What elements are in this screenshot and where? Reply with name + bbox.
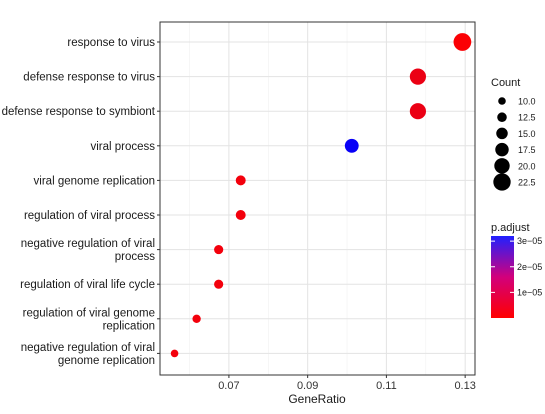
y-tick-label: regulation of viral genome replication <box>23 307 155 332</box>
size-legend-label: 12.5 <box>518 113 536 123</box>
size-legend-key <box>498 97 506 105</box>
y-tick-label: regulation of viral life cycle <box>20 279 155 291</box>
y-tick-label-line: negative regulation of viral <box>21 238 155 250</box>
data-point <box>214 245 224 255</box>
y-tick-label-line: viral process <box>90 141 155 153</box>
y-tick-label: defense response to virus <box>23 72 155 84</box>
y-tick-label: response to virus <box>67 37 155 49</box>
panel-background <box>160 22 475 375</box>
x-axis: 0.07 0.09 0.11 0.13 <box>218 375 476 392</box>
y-tick-label: negative regulation of viral genome repli… <box>21 342 155 367</box>
y-tick-label: viral genome replication <box>34 175 155 187</box>
y-tick-label-line: viral genome replication <box>34 175 155 187</box>
y-tick-label-line: regulation of viral process <box>24 210 155 222</box>
size-legend-label: 10.0 <box>518 97 536 107</box>
size-legend-key <box>494 158 510 174</box>
y-tick-label: regulation of viral process <box>24 210 155 222</box>
y-tick-label-line: genome replication <box>58 355 155 367</box>
panel-border <box>159 21 476 376</box>
size-legend-label: 17.5 <box>518 145 536 155</box>
data-point <box>409 68 426 85</box>
y-tick-label: defense response to symbiont <box>2 106 156 118</box>
data-point <box>235 175 246 186</box>
color-legend-label: 1e−05 <box>517 287 542 297</box>
size-legend-key <box>496 127 508 140</box>
y-tick-label-line: regulation of viral life cycle <box>20 279 155 291</box>
data-point <box>214 279 224 289</box>
color-legend-title: p.adjust <box>491 222 530 234</box>
y-tick-label: viral process <box>90 141 155 153</box>
data-point <box>192 314 201 323</box>
x-axis-title: GeneRatio <box>288 392 346 406</box>
x-tick-label: 0.07 <box>218 380 239 392</box>
x-tick-label: 0.09 <box>297 380 318 392</box>
data-point <box>409 103 426 120</box>
data-point <box>344 138 359 153</box>
size-legend-key <box>497 112 507 122</box>
data-point <box>170 349 179 358</box>
size-legend-key <box>495 142 509 157</box>
color-legend-label: 2e−05 <box>517 262 542 272</box>
size-legend-label: 20.0 <box>518 161 536 171</box>
y-tick-label-line: response to virus <box>67 37 155 49</box>
y-tick-label-line: defense response to symbiont <box>2 106 156 118</box>
data-points <box>170 33 472 358</box>
x-tick-label: 0.11 <box>376 380 397 392</box>
size-legend-title: Count <box>491 77 520 89</box>
color-legend-ticks: 3e−05 2e−05 1e−05 <box>491 236 542 297</box>
y-tick-label-line: negative regulation of viral <box>21 342 155 354</box>
color-legend-bar <box>491 236 514 318</box>
y-tick-label-line: replication <box>103 320 155 332</box>
size-legend-label: 22.5 <box>518 178 536 188</box>
data-point <box>235 210 246 220</box>
size-legend-key <box>493 173 511 191</box>
size-legend: 10.0 12.5 15.0 17.5 20.0 22.5 <box>493 97 536 191</box>
data-point <box>453 33 472 51</box>
grid-lines <box>160 22 475 375</box>
y-tick-label-line: defense response to virus <box>23 72 155 84</box>
color-legend-label: 3e−05 <box>517 236 542 246</box>
y-tick-label-line: regulation of viral genome <box>23 307 155 319</box>
size-legend-label: 15.0 <box>518 129 536 139</box>
y-axis-labels: response to virus defense response to vir… <box>2 37 160 367</box>
x-tick-label: 0.13 <box>454 380 475 392</box>
y-tick-label-line: process <box>115 251 156 263</box>
y-tick-label: negative regulation of viral process <box>21 238 155 263</box>
